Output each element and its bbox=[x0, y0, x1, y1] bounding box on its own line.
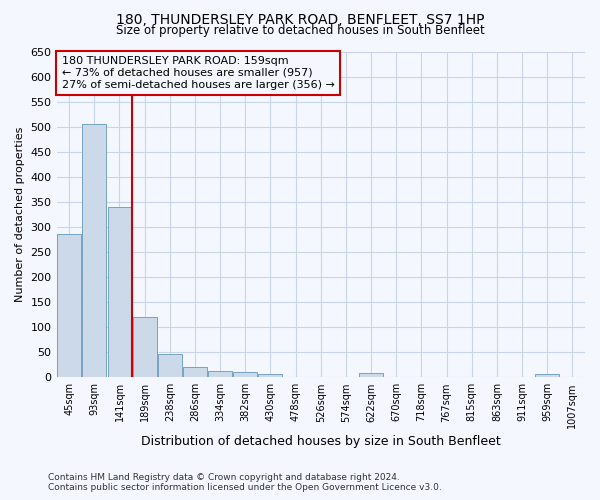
X-axis label: Distribution of detached houses by size in South Benfleet: Distribution of detached houses by size … bbox=[141, 434, 500, 448]
Text: 180, THUNDERSLEY PARK ROAD, BENFLEET, SS7 1HP: 180, THUNDERSLEY PARK ROAD, BENFLEET, SS… bbox=[116, 12, 484, 26]
Text: 180 THUNDERSLEY PARK ROAD: 159sqm
← 73% of detached houses are smaller (957)
27%: 180 THUNDERSLEY PARK ROAD: 159sqm ← 73% … bbox=[62, 56, 335, 90]
Bar bbox=[208, 371, 232, 378]
Text: Size of property relative to detached houses in South Benfleet: Size of property relative to detached ho… bbox=[116, 24, 484, 37]
Bar bbox=[233, 372, 257, 378]
Text: Contains HM Land Registry data © Crown copyright and database right 2024.
Contai: Contains HM Land Registry data © Crown c… bbox=[48, 473, 442, 492]
Bar bbox=[107, 207, 131, 378]
Bar bbox=[158, 354, 182, 378]
Bar bbox=[82, 124, 106, 378]
Bar bbox=[535, 374, 559, 378]
Bar bbox=[359, 374, 383, 378]
Bar bbox=[133, 317, 157, 378]
Bar bbox=[57, 234, 81, 378]
Bar bbox=[183, 368, 207, 378]
Bar bbox=[259, 374, 283, 378]
Y-axis label: Number of detached properties: Number of detached properties bbox=[15, 126, 25, 302]
